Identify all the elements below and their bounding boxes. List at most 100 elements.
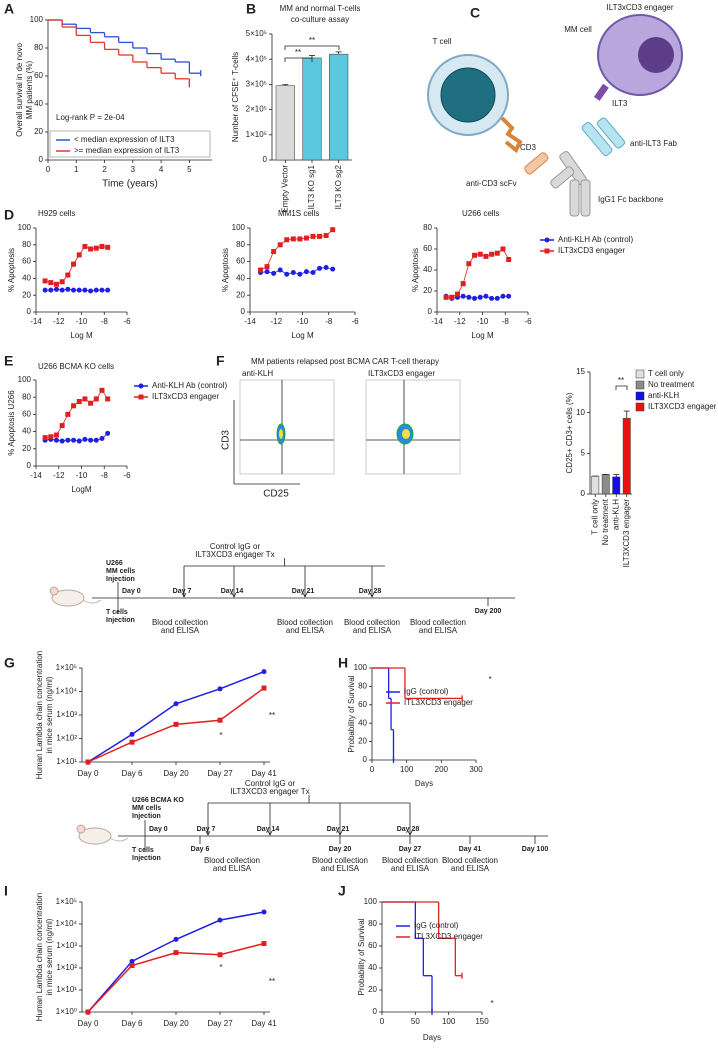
annotation: ** [269, 977, 275, 986]
y-tick-label: 1×10⁵ [56, 663, 77, 672]
y-axis-label: CD25+ CD3+ cells (%) [565, 392, 574, 473]
diagram-label: MM cell [564, 25, 592, 34]
significance-bracket [284, 45, 340, 50]
chart-title: H929 cells [38, 209, 75, 218]
y-tick-label: 20 [423, 286, 432, 295]
timeline-day: Day 21 [327, 826, 350, 833]
legend-label: ILT3xCD3 engager [152, 392, 219, 401]
dose-arrow [337, 803, 343, 836]
annotation: Log-rank P = 2e-04 [56, 113, 125, 122]
x-tick-label: -12 [53, 317, 65, 326]
data-point [129, 958, 135, 964]
sampling-label: and ELISA [286, 626, 325, 635]
ilt3-receptor [593, 83, 609, 101]
legend-box [49, 130, 211, 158]
x-tick-label: ILT3XCD3 engager [622, 499, 631, 568]
data-point [129, 731, 135, 737]
x-tick-label: 2 [102, 165, 107, 174]
x-tick-label: -10 [76, 471, 88, 480]
y-tick-label: 0 [27, 461, 32, 470]
x-tick-label: 50 [411, 1017, 420, 1026]
treatment-label: Control IgG or [210, 542, 261, 551]
legend-label: anti-KLH [648, 391, 679, 400]
y-tick-label: 80 [358, 682, 367, 691]
timeline-day: Day 100 [522, 846, 549, 853]
timeline-day: Day 28 [359, 588, 382, 595]
data-point [277, 242, 283, 248]
data-point [48, 280, 54, 286]
panel-label: C [470, 5, 480, 21]
y-tick-label: 40 [22, 274, 31, 283]
x-tick-label: 5 [187, 165, 192, 174]
data-point [506, 293, 512, 299]
y-tick-label: 5×10⁵ [246, 29, 267, 38]
panel-label: E [4, 353, 13, 369]
anti-cd3-scfv [524, 152, 549, 175]
data-point [138, 383, 144, 389]
cell-population-core [402, 429, 410, 439]
mouse-ear [49, 586, 59, 596]
y-tick-label: 3×10⁵ [246, 80, 267, 89]
data-point [88, 288, 94, 294]
injection-label: T cells [132, 847, 154, 854]
sampling-label: Blood collection [277, 618, 333, 627]
chart-title: U266 BCMA KO cells [38, 362, 114, 371]
data-point [53, 437, 59, 443]
fit-line [44, 245, 108, 285]
data-point [65, 272, 71, 278]
panel-label: A [4, 1, 14, 17]
data-point [138, 394, 144, 400]
y-axis-label: Number of CFSE⁺ T-cells [231, 52, 240, 142]
bar [591, 475, 600, 495]
y-tick-label: 100 [18, 223, 32, 232]
y-tick-label: 60 [368, 941, 377, 950]
data-point [76, 287, 82, 293]
x-tick-label: 100 [400, 765, 414, 774]
timeline-day: Day 41 [459, 846, 482, 853]
y-axis-label: Probability of Survival [357, 918, 366, 995]
mouse-icon [78, 827, 112, 845]
flow-x-label: CD25 [263, 489, 289, 500]
y-tick-label: 1×10⁰ [56, 1007, 77, 1016]
legend-label: Anti-KLH Ab (control) [152, 381, 227, 390]
bar [275, 85, 295, 161]
data-point [317, 233, 323, 239]
anti-ilt3-fab [581, 121, 613, 157]
data-point [303, 235, 309, 241]
y-tick-label: 20 [236, 290, 245, 299]
data-point [466, 294, 472, 300]
injection-label: Injection [132, 855, 161, 862]
y-tick-label: 4×10⁵ [246, 54, 267, 63]
x-tick-label: 100 [442, 1017, 456, 1026]
y-tick-label: 100 [364, 897, 378, 906]
timeline-day: Day 14 [257, 826, 280, 833]
y-tick-label: 100 [232, 223, 246, 232]
y-tick-label: 100 [354, 663, 368, 672]
y-tick-label: 1×10³ [56, 941, 77, 950]
dose-arrow [302, 566, 308, 598]
data-point [53, 286, 59, 292]
x-tick-label: 300 [469, 765, 483, 774]
y-tick-label: 2×10⁵ [246, 105, 267, 114]
y-tick-label: 0 [27, 307, 32, 316]
data-point [258, 267, 263, 273]
data-point [93, 437, 99, 443]
x-tick-label: -14 [431, 317, 443, 326]
sampling-label: and ELISA [353, 626, 392, 635]
data-point [477, 251, 483, 257]
bar [622, 418, 631, 495]
sampling-label: and ELISA [213, 864, 252, 873]
x-tick-label: -8 [325, 317, 333, 326]
y-tick-label: 40 [34, 99, 43, 108]
data-point [53, 281, 59, 287]
mechanism-diagram: ILT3xCD3 engager MM cell T cell ILT3 CD3… [427, 3, 683, 217]
data-point [93, 245, 99, 251]
x-tick-label: -12 [53, 471, 65, 480]
sampling-label: Blood collection [312, 856, 368, 865]
data-point [264, 264, 270, 270]
x-tick-label: 3 [131, 165, 136, 174]
data-point [48, 287, 54, 293]
data-point [105, 430, 111, 436]
data-point [59, 423, 65, 429]
chart-title: MM1S cells [278, 209, 319, 218]
